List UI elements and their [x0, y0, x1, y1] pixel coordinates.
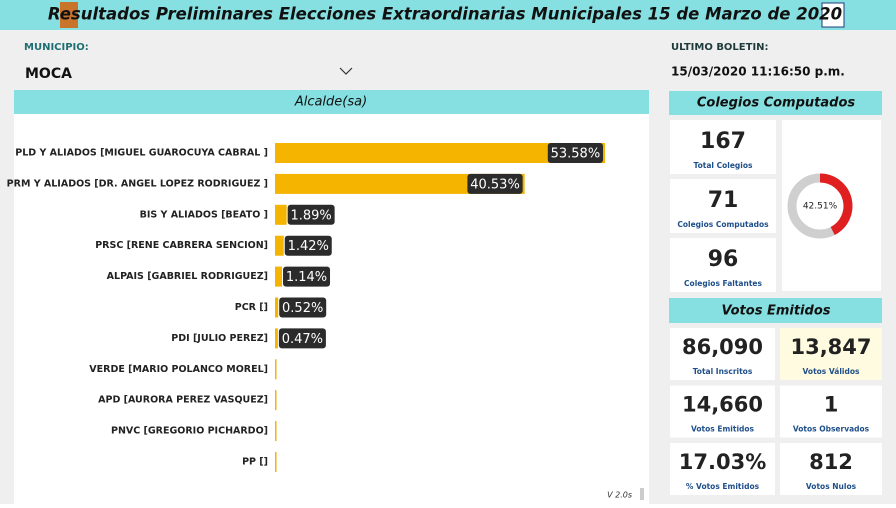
category-label: PRSC [RENE CABRERA SENCION]	[95, 240, 268, 251]
colegios-header	[669, 91, 882, 115]
version: V 2.0s	[607, 491, 632, 500]
kpi-label: Total Colegios	[694, 161, 754, 170]
bar	[275, 266, 283, 287]
value-label-box	[284, 235, 332, 256]
kpi-card	[670, 385, 775, 438]
municipio-value[interactable]: MOCA	[25, 66, 72, 82]
kpi-label: Votos Observados	[793, 425, 870, 434]
value-label-box	[278, 328, 326, 349]
kpi-label: Colegios Faltantes	[684, 279, 762, 288]
chart-header	[14, 90, 649, 114]
bar	[275, 235, 284, 256]
kpi-value: 14,660	[682, 393, 763, 417]
logo-left	[60, 2, 78, 28]
donut-label: 42.51%	[803, 202, 838, 212]
category-label: BIS Y ALIADOS [BEATO ]	[140, 209, 268, 220]
kpi-label: Colegios Computados	[677, 220, 769, 229]
value-label: 1.89%	[290, 208, 331, 223]
kpi-value: 71	[708, 188, 739, 213]
value-label: 53.58%	[551, 147, 601, 162]
top-bar	[0, 0, 896, 30]
kpi-label: Votos Nulos	[806, 482, 857, 491]
category-label: PRM Y ALIADOS [DR. ANGEL LOPEZ RODRIGUEZ…	[7, 178, 268, 189]
bar	[275, 297, 279, 318]
value-label-box	[467, 173, 523, 194]
kpi-value: 812	[809, 450, 853, 474]
bar	[275, 390, 277, 411]
category-label: PNVC [GREGORIO PICHARDO]	[111, 426, 268, 437]
bar	[275, 452, 277, 472]
bar	[275, 421, 277, 442]
kpi-card	[780, 328, 882, 380]
kpi-card	[670, 120, 776, 174]
value-label-box	[279, 297, 327, 318]
kpi-label: % Votos Emitidos	[686, 482, 760, 491]
kpi-value: 86,090	[682, 335, 763, 359]
kpi-card	[670, 443, 775, 495]
boletin-value: 15/03/2020 11:16:50 p.m.	[671, 65, 845, 79]
bar	[275, 359, 277, 380]
votos-header	[669, 298, 882, 323]
chart-panel	[14, 114, 649, 504]
donut-panel	[782, 120, 881, 291]
category-label: ALPAIS [GABRIEL RODRIGUEZ]	[107, 271, 268, 282]
kpi-value: 167	[700, 129, 746, 154]
municipio-label: MUNICIPIO:	[24, 42, 89, 53]
kpi-card	[670, 179, 776, 233]
kpi-card	[780, 443, 882, 495]
donut-arc	[819, 173, 853, 235]
bar	[275, 204, 287, 225]
value-label: 40.53%	[470, 177, 520, 192]
category-label: PDI [JULIO PEREZ]	[171, 333, 268, 344]
chart-title: Alcalde(sa)	[294, 95, 367, 110]
category-label: PP []	[242, 457, 268, 468]
kpi-label: Votos Válidos	[803, 367, 860, 376]
dropdown-chevron[interactable]	[339, 67, 353, 75]
kpi-card	[670, 238, 776, 292]
kpi-card	[780, 385, 882, 438]
category-label: PLD Y ALIADOS [MIGUEL GUAROCUYA CABRAL ]	[15, 148, 268, 159]
value-label-box	[287, 204, 335, 225]
category-label: PCR []	[235, 302, 268, 313]
kpi-label: Total Inscritos	[693, 367, 753, 376]
value-label: 0.47%	[282, 332, 323, 347]
kpi-card	[670, 328, 775, 380]
bar	[275, 143, 605, 163]
bar	[275, 173, 525, 194]
logo-right	[821, 2, 845, 28]
category-label: VERDE [MARIO POLANCO MOREL]	[89, 364, 268, 375]
kpi-value: 96	[708, 247, 739, 272]
kpi-value: 13,847	[790, 335, 871, 359]
kpi-label: Votos Emitidos	[691, 425, 755, 434]
colegios-title: Colegios Computados	[697, 96, 856, 111]
votos-title: Votos Emitidos	[722, 304, 831, 319]
value-label-box	[283, 266, 331, 287]
boletin-label: ULTIMO BOLETIN:	[671, 42, 769, 53]
value-label-box	[547, 143, 603, 163]
kpi-value: 17.03%	[679, 450, 766, 474]
title: Resultados Preliminares Elecciones Extra…	[48, 5, 842, 24]
scrollbar[interactable]	[640, 488, 644, 500]
category-label: APD [AURORA PEREZ VASQUEZ]	[98, 395, 268, 406]
value-label: 0.52%	[282, 301, 323, 316]
value-label: 1.14%	[286, 270, 327, 285]
kpi-value: 1	[824, 393, 839, 417]
bar	[275, 328, 278, 349]
value-label: 1.42%	[288, 239, 329, 254]
